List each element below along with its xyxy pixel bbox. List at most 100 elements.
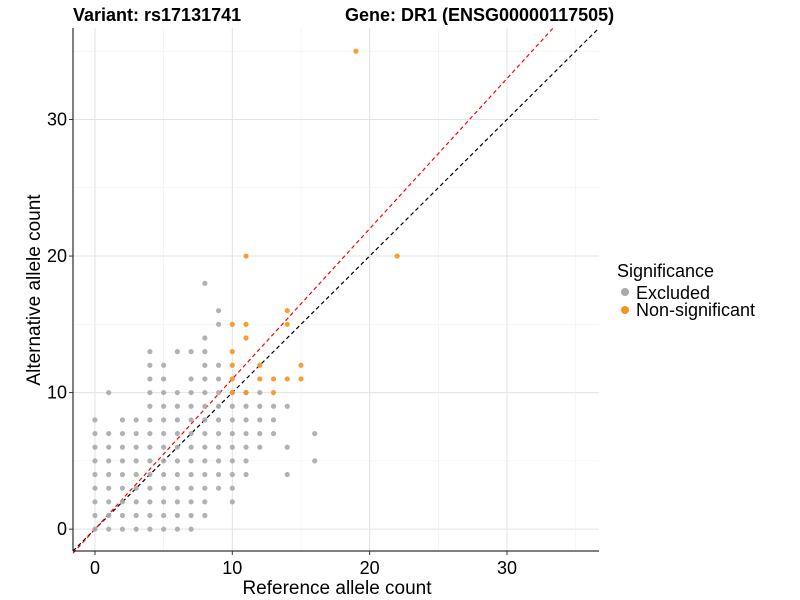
x-axis-title: Reference allele count — [242, 578, 432, 599]
data-point-excluded — [188, 376, 194, 382]
data-point-excluded — [229, 458, 235, 464]
data-point-excluded — [92, 526, 98, 532]
data-point-excluded — [92, 512, 98, 519]
data-point-excluded — [202, 417, 208, 423]
data-point-non-significant — [270, 389, 277, 396]
data-point-excluded — [133, 471, 139, 478]
data-point-excluded — [215, 430, 222, 437]
data-point-excluded — [174, 444, 180, 450]
data-point-excluded — [202, 376, 208, 382]
data-point-excluded — [133, 485, 139, 491]
data-point-excluded — [147, 430, 153, 437]
data-point-non-significant — [229, 376, 235, 382]
data-point-excluded — [229, 444, 235, 450]
chart-title-gene: Gene: DR1 (ENSG00000117505) — [345, 5, 614, 25]
data-point-excluded — [215, 417, 222, 423]
data-point-excluded — [133, 458, 139, 464]
data-point-excluded — [202, 499, 208, 505]
data-point-excluded — [257, 444, 263, 450]
data-point-excluded — [106, 512, 112, 519]
data-point-excluded — [161, 485, 167, 491]
data-point-excluded — [174, 471, 180, 478]
data-point-excluded — [147, 471, 153, 478]
data-point-excluded — [147, 499, 153, 505]
y-tick-label: 10 — [47, 383, 67, 403]
data-point-excluded — [174, 499, 180, 505]
data-point-excluded — [188, 499, 194, 505]
data-point-excluded — [133, 444, 139, 450]
data-point-excluded — [312, 430, 318, 437]
data-point-excluded — [119, 471, 126, 478]
data-point-excluded — [147, 417, 153, 423]
data-point-excluded — [147, 485, 153, 491]
legend: Significance Excluded Non-significant — [617, 261, 755, 320]
data-point-excluded — [92, 499, 98, 505]
data-point-excluded — [202, 280, 208, 286]
y-axis-title: Alternative allele count — [24, 194, 45, 386]
legend-title: Significance — [617, 261, 714, 281]
data-point-excluded — [119, 458, 126, 464]
data-point-excluded — [119, 444, 126, 450]
data-point-excluded — [161, 417, 167, 423]
data-point-excluded — [202, 389, 208, 396]
data-point-excluded — [257, 417, 263, 423]
data-point-excluded — [215, 362, 222, 368]
data-point-excluded — [161, 403, 167, 409]
data-point-excluded — [174, 485, 180, 491]
data-point-excluded — [119, 526, 126, 532]
data-point-non-significant — [353, 48, 359, 54]
data-point-excluded — [92, 417, 98, 423]
data-point-excluded — [229, 499, 235, 505]
data-point-excluded — [133, 430, 139, 437]
data-point-excluded — [161, 526, 167, 532]
data-point-excluded — [215, 308, 222, 314]
data-point-excluded — [106, 430, 112, 437]
data-point-non-significant — [394, 253, 400, 259]
data-point-non-significant — [257, 362, 263, 368]
axes — [69, 28, 599, 555]
data-point-non-significant — [298, 362, 304, 368]
data-point-excluded — [202, 349, 208, 355]
legend-key-non-significant — [621, 306, 629, 314]
data-point-excluded — [229, 471, 235, 478]
data-point-excluded — [257, 403, 263, 409]
reference-lines — [72, 27, 600, 554]
reference-line-black — [72, 27, 600, 552]
data-point-excluded — [215, 471, 222, 478]
data-point-excluded — [161, 458, 167, 464]
data-point-excluded — [106, 471, 112, 478]
data-point-excluded — [284, 471, 290, 478]
data-point-excluded — [106, 526, 112, 532]
tick-labels: 0 10 20 30 0 10 20 30 — [47, 109, 517, 578]
data-point-excluded — [202, 485, 208, 491]
data-point-excluded — [147, 349, 153, 355]
data-point-excluded — [188, 389, 194, 396]
legend-key-excluded — [621, 288, 629, 296]
data-point-excluded — [174, 512, 180, 519]
data-point-excluded — [161, 444, 167, 450]
data-point-excluded — [188, 349, 194, 355]
data-point-excluded — [284, 403, 290, 409]
data-point-excluded — [202, 458, 208, 464]
data-point-excluded — [161, 499, 167, 505]
data-point-non-significant — [229, 349, 235, 355]
data-point-excluded — [257, 389, 263, 396]
data-point-excluded — [92, 444, 98, 450]
data-point-excluded — [147, 389, 153, 396]
data-point-excluded — [215, 403, 222, 409]
data-point-excluded — [147, 403, 153, 409]
data-point-excluded — [119, 499, 126, 505]
data-point-excluded — [174, 526, 180, 532]
data-point-non-significant — [298, 376, 304, 382]
data-point-excluded — [188, 458, 194, 464]
data-point-excluded — [133, 526, 139, 532]
data-point-excluded — [92, 458, 98, 464]
y-tick-label: 20 — [47, 246, 67, 266]
data-point-excluded — [202, 362, 208, 368]
data-point-excluded — [161, 376, 167, 382]
data-point-excluded — [147, 512, 153, 519]
data-point-excluded — [174, 403, 180, 409]
data-point-excluded — [147, 526, 153, 532]
data-point-excluded — [174, 430, 180, 437]
data-point-excluded — [243, 444, 249, 450]
